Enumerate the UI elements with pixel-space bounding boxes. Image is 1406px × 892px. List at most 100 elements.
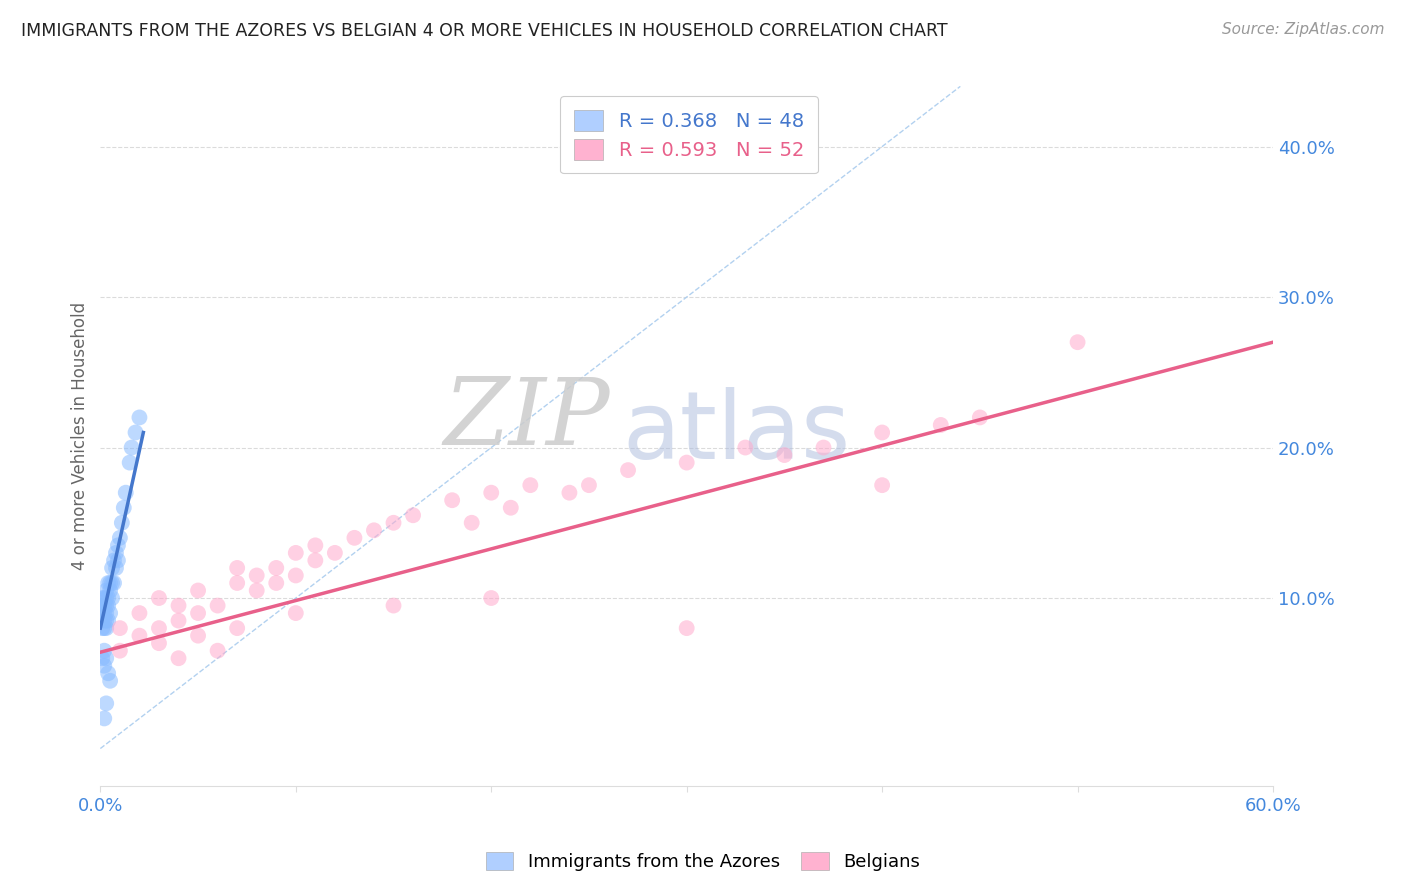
Point bbox=[813, 441, 835, 455]
Point bbox=[108, 531, 131, 545]
Point bbox=[96, 621, 118, 635]
Point bbox=[97, 599, 120, 613]
Point bbox=[97, 666, 120, 681]
Point bbox=[98, 576, 121, 591]
Point bbox=[108, 621, 131, 635]
Point bbox=[91, 599, 114, 613]
Point bbox=[207, 643, 229, 657]
Point bbox=[93, 658, 115, 673]
Point bbox=[98, 583, 121, 598]
Point bbox=[226, 576, 249, 591]
Point bbox=[101, 561, 124, 575]
Point bbox=[246, 568, 269, 582]
Point bbox=[773, 448, 796, 462]
Point bbox=[382, 516, 405, 530]
Point bbox=[91, 651, 114, 665]
Point bbox=[187, 583, 209, 598]
Point bbox=[246, 583, 269, 598]
Point bbox=[93, 606, 115, 620]
Point bbox=[128, 606, 150, 620]
Point bbox=[969, 410, 991, 425]
Point bbox=[929, 417, 952, 432]
Point bbox=[148, 636, 170, 650]
Point bbox=[382, 599, 405, 613]
Legend: R = 0.368   N = 48, R = 0.593   N = 52: R = 0.368 N = 48, R = 0.593 N = 52 bbox=[561, 96, 818, 173]
Point bbox=[187, 606, 209, 620]
Point bbox=[499, 500, 522, 515]
Text: atlas: atlas bbox=[623, 387, 851, 479]
Y-axis label: 4 or more Vehicles in Household: 4 or more Vehicles in Household bbox=[72, 302, 89, 570]
Point bbox=[479, 591, 502, 605]
Point bbox=[93, 643, 115, 657]
Point bbox=[460, 516, 482, 530]
Point bbox=[167, 599, 190, 613]
Point bbox=[91, 591, 114, 605]
Point bbox=[104, 546, 127, 560]
Point bbox=[284, 568, 307, 582]
Point bbox=[578, 478, 600, 492]
Point bbox=[96, 583, 118, 598]
Text: ZIP: ZIP bbox=[444, 374, 610, 464]
Point bbox=[304, 553, 326, 567]
Point bbox=[167, 614, 190, 628]
Point bbox=[103, 553, 125, 567]
Point bbox=[264, 561, 287, 575]
Point bbox=[343, 531, 366, 545]
Point bbox=[187, 629, 209, 643]
Point bbox=[121, 441, 143, 455]
Point bbox=[93, 614, 115, 628]
Point bbox=[101, 576, 124, 591]
Point bbox=[441, 493, 464, 508]
Point bbox=[98, 673, 121, 688]
Point bbox=[402, 508, 425, 523]
Point bbox=[91, 606, 114, 620]
Point bbox=[114, 485, 136, 500]
Point bbox=[98, 606, 121, 620]
Point bbox=[93, 621, 115, 635]
Point bbox=[91, 621, 114, 635]
Point bbox=[558, 485, 581, 500]
Point bbox=[108, 643, 131, 657]
Point bbox=[118, 456, 141, 470]
Point bbox=[91, 614, 114, 628]
Point bbox=[96, 614, 118, 628]
Point bbox=[870, 425, 893, 440]
Point bbox=[617, 463, 640, 477]
Point bbox=[128, 410, 150, 425]
Point bbox=[284, 606, 307, 620]
Point bbox=[1066, 335, 1088, 350]
Point bbox=[226, 621, 249, 635]
Point bbox=[675, 456, 697, 470]
Point bbox=[363, 524, 385, 538]
Point bbox=[103, 576, 125, 591]
Text: Source: ZipAtlas.com: Source: ZipAtlas.com bbox=[1222, 22, 1385, 37]
Point bbox=[93, 599, 115, 613]
Point bbox=[96, 591, 118, 605]
Point bbox=[101, 591, 124, 605]
Point bbox=[284, 546, 307, 560]
Point bbox=[112, 500, 135, 515]
Point bbox=[226, 561, 249, 575]
Point bbox=[167, 651, 190, 665]
Point bbox=[675, 621, 697, 635]
Point bbox=[93, 711, 115, 725]
Point bbox=[97, 576, 120, 591]
Point bbox=[97, 614, 120, 628]
Point bbox=[323, 546, 346, 560]
Point bbox=[870, 478, 893, 492]
Point bbox=[124, 425, 146, 440]
Text: IMMIGRANTS FROM THE AZORES VS BELGIAN 4 OR MORE VEHICLES IN HOUSEHOLD CORRELATIO: IMMIGRANTS FROM THE AZORES VS BELGIAN 4 … bbox=[21, 22, 948, 40]
Point bbox=[107, 553, 129, 567]
Point bbox=[304, 538, 326, 552]
Point bbox=[104, 561, 127, 575]
Point bbox=[111, 516, 134, 530]
Point bbox=[96, 651, 118, 665]
Point bbox=[519, 478, 541, 492]
Point bbox=[93, 591, 115, 605]
Legend: Immigrants from the Azores, Belgians: Immigrants from the Azores, Belgians bbox=[479, 845, 927, 879]
Point bbox=[734, 441, 756, 455]
Point bbox=[128, 629, 150, 643]
Point bbox=[148, 591, 170, 605]
Point bbox=[97, 591, 120, 605]
Point bbox=[96, 599, 118, 613]
